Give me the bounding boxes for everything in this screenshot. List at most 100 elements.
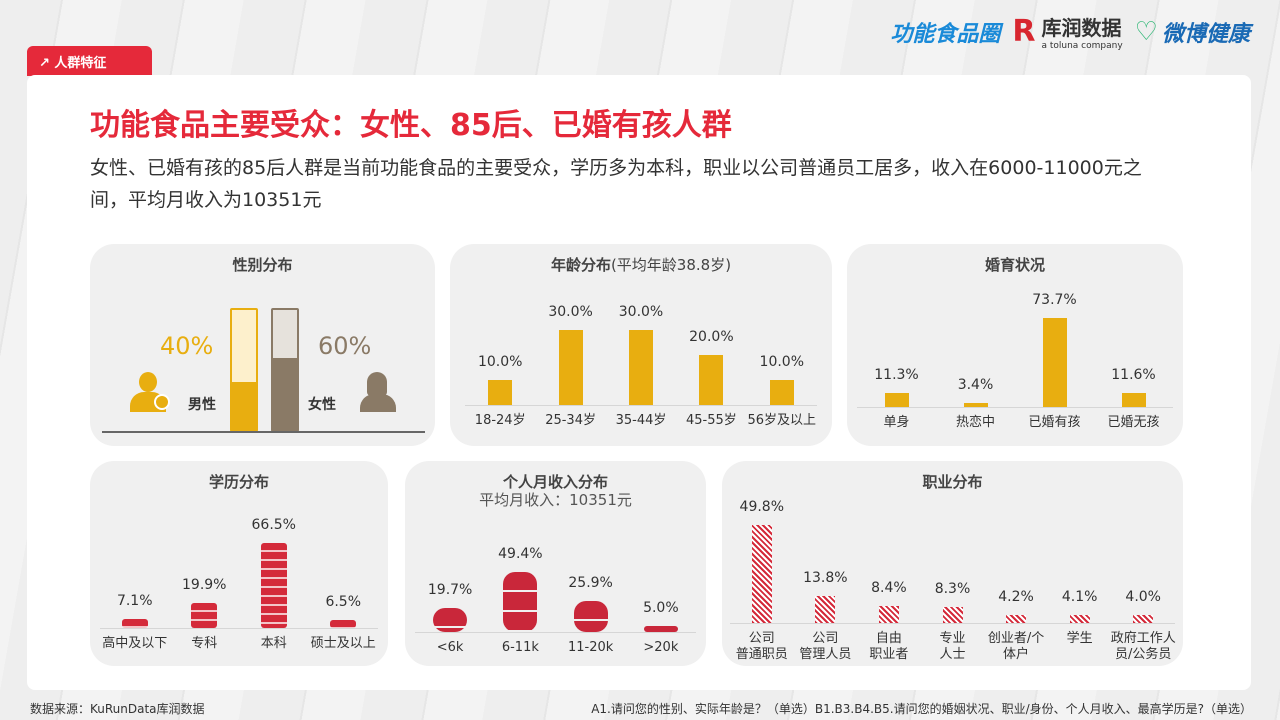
bar <box>699 355 724 405</box>
bar <box>629 330 653 405</box>
data-label: 3.4% <box>957 376 994 393</box>
category-label: 本科 <box>260 636 287 651</box>
data-label: 4.1% <box>1061 588 1098 605</box>
category-label: 公司 管理人员 <box>799 631 852 662</box>
gender-panel: 性别分布 40% 60% 男性 女性 <box>90 244 435 446</box>
kurun-logo: R 库润数据 a toluna company <box>1012 14 1123 51</box>
bar <box>433 608 468 632</box>
panel-title: 性别分布 <box>232 256 293 274</box>
data-label: 4.0% <box>1125 589 1161 606</box>
bar <box>503 572 538 632</box>
logo-bar: 功能食品圈 R 库润数据 a toluna company ♡ 微博健康 <box>890 12 1250 51</box>
category-label: 公司 普通职员 <box>735 631 788 662</box>
data-label: 19.7% <box>427 582 473 599</box>
category-label: 专科 <box>191 636 218 651</box>
chart-baseline <box>465 405 817 406</box>
category-label: 25-34岁 <box>545 413 596 428</box>
functional-food-logo: 功能食品圈 <box>890 21 1001 47</box>
category-label: 45-55岁 <box>686 413 737 428</box>
bar <box>769 380 794 405</box>
chart-baseline <box>415 632 696 633</box>
data-label: 8.3% <box>934 580 971 597</box>
data-label: 20.0% <box>689 329 734 345</box>
category-label: 已婚有孩 <box>1028 415 1081 430</box>
category-label: 硕士及以上 <box>310 636 376 651</box>
female-share-bar <box>271 308 299 432</box>
bar <box>260 543 287 628</box>
category-label: >20k <box>643 640 679 655</box>
data-label: 49.4% <box>498 546 543 562</box>
category-label: <6k <box>436 640 464 655</box>
data-label: 49.8% <box>739 499 785 515</box>
bar <box>330 619 357 628</box>
data-label: 6.5% <box>325 593 362 610</box>
bar <box>121 618 148 628</box>
category-label: 政府工作人 员/公务员 <box>1110 631 1176 662</box>
data-label: 8.4% <box>871 580 907 597</box>
data-label: 11.6% <box>1111 366 1156 383</box>
bar <box>1042 318 1067 407</box>
category-label: 热恋中 <box>955 415 995 430</box>
male-person-icon <box>130 372 172 414</box>
category-label: 11-20k <box>567 640 614 655</box>
data-label: 13.8% <box>803 569 848 586</box>
data-label: 11.3% <box>874 367 919 384</box>
data-label: 30.0% <box>548 304 593 320</box>
data-source: 数据来源：KuRunData库润数据 <box>30 702 205 716</box>
category-label: 自由 职业者 <box>869 631 909 662</box>
female-percent: 60% <box>318 332 372 360</box>
data-label: 10.0% <box>759 354 805 370</box>
data-label: 25.9% <box>568 574 613 591</box>
bar <box>815 595 836 623</box>
baseline <box>102 431 425 433</box>
bar <box>573 600 608 632</box>
panel-title: 学历分布 <box>208 473 269 491</box>
income-panel: 个人月收入分布 平均月收入：10351元 19.7% <6k 49.4% 6-11k 2… <box>405 461 706 666</box>
panel-title: 职业分布 <box>922 473 983 491</box>
chart-baseline <box>100 628 378 629</box>
category-label: 35-44岁 <box>615 413 667 428</box>
category-label: 56岁及以上 <box>747 413 817 428</box>
bar <box>878 606 899 623</box>
weibo-health-logo: ♡ 微博健康 <box>1134 16 1250 47</box>
bar <box>1133 615 1154 623</box>
category-label: 已婚无孩 <box>1107 415 1160 430</box>
bar <box>1121 392 1146 407</box>
data-label: 4.2% <box>998 588 1034 605</box>
female-label: 女性 <box>308 397 336 413</box>
page-subtitle: 女性、已婚有孩的85后人群是当前功能食品的主要受众，学历多为本科，职业以公司普通… <box>90 157 1142 211</box>
panel-title: 年龄分布(平均年龄38.8岁) <box>550 256 732 274</box>
category-label: 高中及以下 <box>102 636 168 651</box>
section-tag-label: 人群特征 <box>54 56 107 71</box>
bar <box>488 380 513 405</box>
category-label: 专业 人士 <box>939 631 966 662</box>
category-label: 18-24岁 <box>474 413 526 428</box>
chart-baseline <box>730 623 1175 624</box>
data-label: 5.0% <box>643 599 679 616</box>
female-person-icon <box>358 372 398 414</box>
bar <box>963 402 988 407</box>
chart-baseline <box>857 407 1173 408</box>
data-label: 19.9% <box>182 576 227 593</box>
category-label: 创业者/个 体户 <box>987 631 1045 662</box>
survey-questions: A1.请问您的性别、实际年龄是？（单选）B1.B3.B4.B5.请问您的婚姻状况… <box>591 702 1252 716</box>
data-label: 30.0% <box>618 304 664 320</box>
bar <box>1069 614 1090 623</box>
bar <box>191 602 218 628</box>
panel-title: 婚育状况 <box>984 256 1045 274</box>
bar <box>884 393 909 407</box>
category-label: 学生 <box>1066 631 1093 646</box>
bar <box>751 525 772 623</box>
age-panel: 年龄分布(平均年龄38.8岁) 10.0% 18-24岁 30.0% 25-34岁 30… <box>450 244 832 446</box>
education-panel: 学历分布 7.1% 高中及以下 19.9% 专科 66.5% 本科 6.5% 硕士及以上 <box>90 461 388 666</box>
category-label: 6-11k <box>501 640 539 655</box>
category-label: 单身 <box>883 415 910 430</box>
occupation-panel: 职业分布 49.8% 公司 普通职员 13.8% 公司 管理人员 8.4% 自由 职业者 8… <box>722 461 1183 666</box>
bar <box>558 330 583 405</box>
panel-title: 个人月收入分布 <box>502 473 608 491</box>
data-label: 10.0% <box>477 354 523 370</box>
bar <box>643 625 678 632</box>
marital-panel: 婚育状况 11.3% 单身 3.4% 热恋中 73.7% 已婚有孩 11.6% 已婚无孩 <box>847 244 1183 446</box>
data-label: 73.7% <box>1032 292 1077 308</box>
data-label: 7.1% <box>116 592 153 609</box>
